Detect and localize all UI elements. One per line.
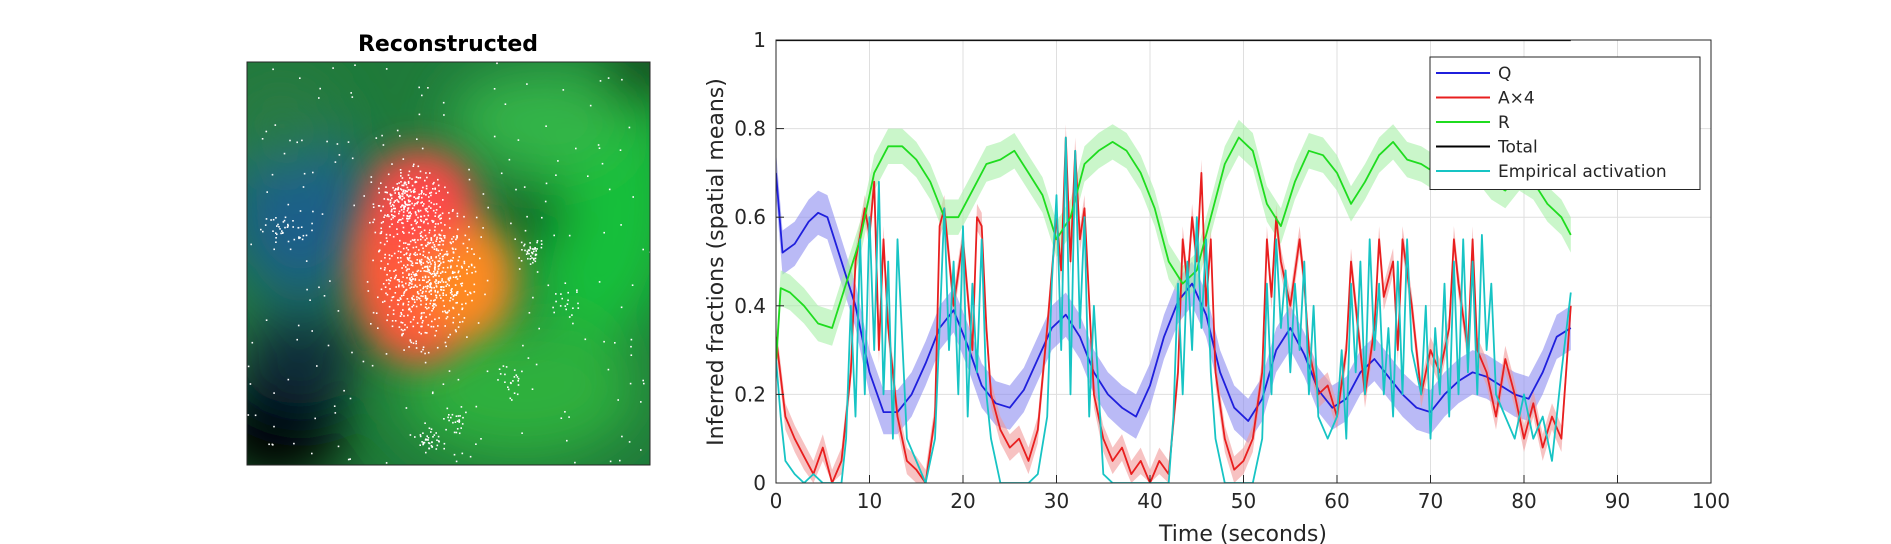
legend-label: A×4 <box>1498 89 1535 109</box>
series-band-q <box>776 150 1571 444</box>
legend-label: Total <box>1497 138 1538 158</box>
x-tick-label: 60 <box>1324 489 1349 513</box>
y-tick-label: 0.6 <box>734 205 766 229</box>
legend-label: Q <box>1498 64 1511 84</box>
y-tick-label: 0.8 <box>734 117 766 141</box>
series-layer <box>776 40 1572 483</box>
x-tick-label: 80 <box>1511 489 1536 513</box>
y-tick-label: 1 <box>753 28 766 52</box>
x-tick-label: 90 <box>1605 489 1630 513</box>
legend-label: R <box>1498 113 1510 133</box>
x-tick-label: 100 <box>1692 489 1730 513</box>
legend-box <box>1429 56 1701 190</box>
series-line-empirical-activation <box>776 136 1572 483</box>
y-tick-label: 0.4 <box>734 294 766 318</box>
x-axis-label: Time (seconds) <box>1158 522 1327 544</box>
y-axis-label: Inferred fractions (spatial means) <box>704 78 729 446</box>
x-tick-label: 10 <box>857 489 882 513</box>
scatter-points <box>247 62 650 464</box>
x-tick-label: 0 <box>770 489 783 513</box>
x-tick-label: 20 <box>950 489 975 513</box>
axis-ticks: 0 10 20 30 40 50 60 70 80 90 100 0 0.2 0.4 0.6 0.8 1 <box>734 28 1730 513</box>
x-tick-label: 50 <box>1231 489 1256 513</box>
left-panel-frame <box>246 61 651 466</box>
x-tick-label: 40 <box>1137 489 1162 513</box>
left-panel-title: Reconstructed <box>358 32 538 57</box>
y-tick-label: 0 <box>753 471 766 495</box>
series-line-a-4 <box>776 136 1572 483</box>
x-tick-label: 70 <box>1418 489 1443 513</box>
legend-label: Empirical activation <box>1498 162 1667 182</box>
legend: Q A×4 R Total Empirical activation <box>1429 56 1701 190</box>
y-tick-label: 0.2 <box>734 382 766 406</box>
reconstruction-image <box>247 62 650 465</box>
x-tick-label: 30 <box>1044 489 1069 513</box>
